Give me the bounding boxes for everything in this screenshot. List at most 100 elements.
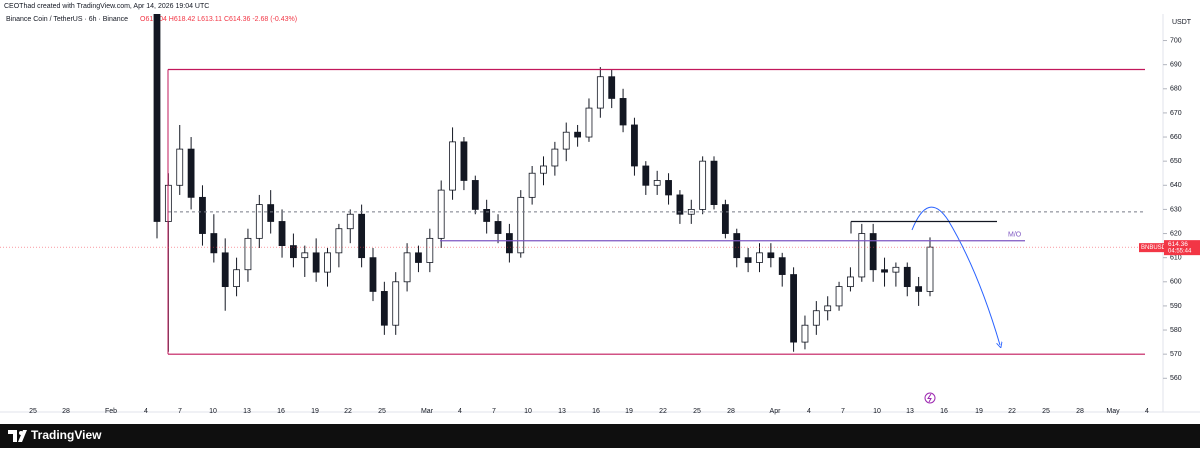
candle-body (608, 76, 616, 99)
candle-body (426, 237, 434, 263)
x-tick-label: Feb (105, 408, 117, 415)
x-tick-label: 28 (1076, 408, 1084, 415)
candle-body (733, 233, 741, 259)
candle-body (392, 281, 400, 326)
x-tick-label: 22 (1008, 408, 1016, 415)
x-tick-label: 19 (311, 408, 319, 415)
candle-body (494, 221, 502, 234)
candle-body (858, 233, 866, 278)
candle-body (881, 269, 888, 273)
x-tick-label: May (1106, 408, 1120, 415)
candle-body (835, 286, 843, 307)
y-tick-label: 560 (1170, 375, 1182, 382)
candle-body (267, 204, 275, 222)
candle-body (449, 141, 456, 191)
candle-body (812, 310, 820, 326)
candle-body (517, 196, 525, 254)
candle-body (471, 180, 479, 210)
x-tick-label: 4 (1145, 408, 1149, 415)
candle-body (790, 274, 797, 343)
candle-body (756, 252, 763, 263)
candle-body (221, 252, 229, 288)
x-tick-label: 7 (841, 408, 845, 415)
y-tick-label: 630 (1170, 206, 1182, 213)
candle-body (415, 252, 422, 263)
x-tick-label: 22 (659, 408, 667, 415)
x-tick-label: 13 (558, 408, 566, 415)
candle-body (915, 286, 923, 292)
candle-body (210, 233, 218, 254)
projection-arrow (911, 206, 1000, 345)
candle-body (176, 148, 184, 186)
candle-body (301, 252, 309, 259)
y-tick-label: 610 (1170, 255, 1182, 262)
candle-body (505, 233, 513, 254)
y-tick-label: 650 (1170, 158, 1182, 165)
price-tag (1164, 240, 1200, 256)
y-tick-label: 680 (1170, 86, 1182, 93)
y-unit: USDT (1172, 19, 1192, 26)
candle-body (233, 269, 240, 288)
price-tag-text: 614.36 (1168, 241, 1188, 248)
x-tick-label: 22 (344, 408, 352, 415)
y-tick-label: 670 (1170, 110, 1182, 117)
candle-body (926, 246, 934, 292)
y-tick-label: 570 (1170, 351, 1182, 358)
y-tick-label: 640 (1170, 182, 1182, 189)
candle-body (676, 194, 684, 215)
candle-body (801, 324, 809, 343)
x-tick-label: Apr (770, 408, 782, 415)
x-tick-label: 25 (693, 408, 701, 415)
x-tick-label: 4 (458, 408, 462, 415)
candle-body (403, 252, 411, 283)
x-tick-label: 25 (29, 408, 37, 415)
y-tick-label: 580 (1170, 327, 1182, 334)
x-tick-label: 7 (178, 408, 182, 415)
candle-body (244, 237, 252, 271)
y-tick-label: 600 (1170, 279, 1182, 286)
symbol-tag-text: BNBUSDT (1141, 245, 1170, 251)
symbol: Binance Coin / TetherUS · 6h · Binance (6, 16, 128, 23)
candle-body (778, 257, 786, 275)
candle-body (892, 266, 900, 273)
candle-body (903, 266, 911, 288)
x-tick-label: 13 (906, 408, 914, 415)
x-tick-label: 16 (940, 408, 948, 415)
x-tick-label: 25 (378, 408, 386, 415)
candle-body (869, 233, 877, 271)
footer-bar (0, 424, 1200, 448)
candle-body (369, 257, 377, 292)
candle-body (574, 131, 582, 138)
y-tick-label: 590 (1170, 303, 1182, 310)
x-tick-label: 10 (524, 408, 532, 415)
x-tick-label: 28 (62, 408, 70, 415)
candle-body (437, 189, 445, 239)
candle-body (358, 213, 366, 259)
candle-body (847, 276, 854, 288)
candle-body (483, 209, 491, 222)
y-tick-label: 700 (1170, 37, 1182, 44)
x-tick-label: 4 (807, 408, 811, 415)
event-bolt (927, 393, 932, 403)
candle-body (596, 76, 604, 109)
y-tick-label: 690 (1170, 62, 1182, 69)
candle-body (255, 204, 263, 239)
x-tick-label: 4 (144, 408, 148, 415)
event-icon (924, 392, 936, 404)
x-tick-label: 28 (727, 408, 735, 415)
plot-area (153, 14, 934, 352)
x-tick-label: 16 (277, 408, 285, 415)
level-label: M/O (1008, 232, 1022, 239)
candle-body (767, 252, 775, 259)
x-tick-label: 10 (209, 408, 217, 415)
candle-body (744, 257, 752, 263)
candle-body (562, 131, 570, 150)
y-tick-label: 660 (1170, 134, 1182, 141)
candle-body (278, 221, 286, 247)
candle-body (380, 291, 388, 326)
x-tick-label: 25 (1042, 408, 1050, 415)
candle-body (710, 160, 718, 205)
candle-body (312, 252, 320, 273)
candle-body (290, 245, 297, 259)
